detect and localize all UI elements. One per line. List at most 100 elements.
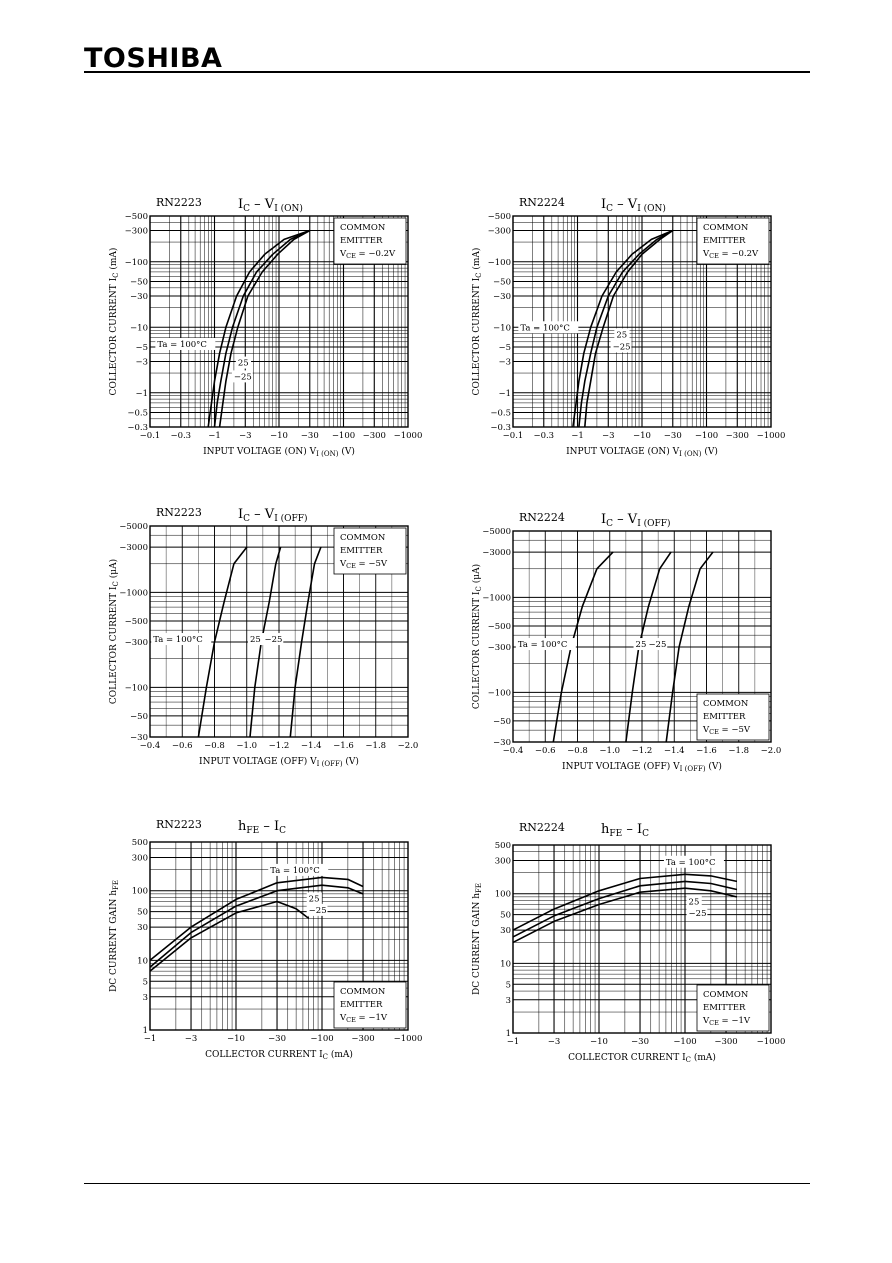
y-tick-label: −0.3	[127, 423, 148, 433]
x-tick-label: −1000	[757, 431, 786, 441]
x-tick-label: −0.3	[533, 431, 554, 441]
annotation-bg	[663, 855, 724, 868]
annotation-bg	[646, 638, 668, 651]
x-tick-label: −0.6	[535, 746, 556, 756]
x-tick-label: −300	[726, 431, 749, 441]
condition-line: COMMON	[703, 990, 749, 1000]
chart-part-label: RN2223	[156, 196, 202, 209]
y-tick-label: −100	[488, 688, 511, 698]
x-tick-label: −100	[695, 431, 718, 441]
y-axis-label: DC CURRENT GAIN hFE	[109, 880, 120, 992]
series-annotation: 25	[616, 330, 627, 340]
annotation-bg	[633, 638, 649, 651]
x-tick-label: −0.6	[172, 741, 193, 751]
series-line-0	[572, 229, 674, 428]
annotation-bg	[151, 633, 212, 646]
x-tick-label: −30	[664, 431, 682, 441]
x-tick-label: −1.2	[269, 741, 290, 751]
series-annotation: −25	[648, 640, 666, 650]
y-tick-label: 300	[495, 856, 511, 866]
y-tick-label: −300	[488, 227, 511, 237]
series-annotation: −25	[689, 909, 707, 919]
chart-part-label: RN2223	[156, 506, 202, 519]
y-tick-label: −50	[493, 277, 511, 287]
y-tick-label: −10	[493, 323, 511, 333]
brand-logo: TOSHIBA	[84, 43, 223, 74]
y-tick-label: 3	[506, 996, 511, 1006]
chart-part-label: RN2224	[519, 196, 565, 209]
y-tick-label: 5	[506, 980, 511, 990]
x-tick-label: −2.0	[398, 741, 419, 751]
y-tick-label: −30	[130, 733, 148, 743]
series-annotation: 25	[636, 640, 647, 650]
y-tick-label: 100	[132, 887, 148, 897]
condition-line: COMMON	[340, 987, 386, 997]
series-annotation: Ta = 100°C	[157, 340, 207, 350]
y-tick-label: 10	[500, 959, 511, 969]
y-tick-label: 5	[143, 977, 148, 987]
y-tick-label: −50	[493, 717, 511, 727]
x-tick-label: −30	[268, 1034, 286, 1044]
y-tick-label: −1000	[482, 593, 511, 603]
plot-frame	[149, 525, 409, 738]
chart-title: hFE – IC	[238, 819, 286, 836]
x-tick-label: −1.2	[632, 746, 653, 756]
footer-rule	[84, 1183, 810, 1184]
x-tick-label: −3	[602, 431, 615, 441]
x-tick-label: −0.4	[140, 741, 161, 751]
annotation-bg	[686, 906, 708, 919]
y-tick-label: −0.5	[127, 408, 148, 418]
x-tick-label: −300	[363, 431, 386, 441]
condition-line: EMITTER	[703, 712, 746, 722]
series-annotation: 25	[238, 359, 249, 369]
y-tick-label: 500	[132, 838, 148, 848]
chart-ic-vioff-rn2223: RN2223 IC – VI (OFF) −0.4 −0.6 −0.8 −1.0 −1.2 −…	[108, 506, 419, 768]
y-tick-label: −5	[135, 343, 148, 353]
chart-title: hFE – IC	[601, 822, 649, 839]
x-tick-label: −0.8	[204, 741, 225, 751]
condition-line: EMITTER	[340, 546, 383, 556]
series-annotation: 25	[309, 894, 320, 904]
series-line-2	[584, 229, 674, 428]
y-axis-label: COLLECTOR CURRENT IC (μA)	[108, 559, 120, 704]
x-tick-label: −0.4	[503, 746, 524, 756]
annotation-bg	[231, 370, 253, 383]
y-tick-label: 3	[143, 993, 148, 1003]
series-line-2	[149, 900, 310, 972]
series-line-0	[197, 546, 248, 738]
series-line-1	[625, 551, 672, 743]
y-tick-label: −0.5	[490, 408, 511, 418]
y-tick-label: 1	[506, 1029, 511, 1039]
condition-vce: VCE = −5V	[339, 559, 388, 570]
series-line-2	[218, 229, 311, 428]
plot-frame	[512, 844, 772, 1034]
y-tick-label: 1	[143, 1026, 148, 1036]
y-axis-label: COLLECTOR CURRENT IC (μA)	[471, 564, 483, 709]
series-line-1	[578, 229, 674, 428]
y-axis-label: DC CURRENT GAIN hFE	[472, 883, 483, 995]
annotation-bg	[247, 633, 264, 646]
condition-line: EMITTER	[703, 236, 746, 246]
plot-frame	[149, 215, 409, 428]
condition-box	[696, 984, 770, 1032]
x-tick-label: −10	[590, 1037, 608, 1047]
chart-hfe-ic-rn2224: RN2224 hFE – IC −1 −3 −10 −30 −100 −300 −1000 500…	[472, 821, 785, 1064]
x-axis-label: INPUT VOLTAGE (ON) VI (ON) (V)	[566, 446, 718, 458]
x-tick-label: −1.4	[301, 741, 322, 751]
chart-title: IC – VI (ON)	[601, 197, 666, 214]
y-tick-label: −5	[498, 343, 511, 353]
series-annotation: Ta = 100°C	[520, 323, 570, 333]
x-tick-label: −1.0	[236, 741, 257, 751]
x-tick-label: −30	[631, 1037, 649, 1047]
y-tick-label: 30	[137, 923, 148, 933]
y-tick-label: 30	[500, 926, 511, 936]
x-tick-label: −100	[310, 1034, 333, 1044]
series-annotation: Ta = 100°C	[518, 640, 568, 650]
y-tick-label: 50	[500, 911, 511, 921]
y-tick-label: 10	[137, 956, 148, 966]
series-line-1	[149, 884, 364, 968]
chart-title: IC – VI (OFF)	[238, 507, 308, 524]
x-tick-label: −1000	[394, 431, 423, 441]
y-tick-label: −3000	[482, 548, 511, 558]
series-annotation: 25	[250, 635, 261, 645]
